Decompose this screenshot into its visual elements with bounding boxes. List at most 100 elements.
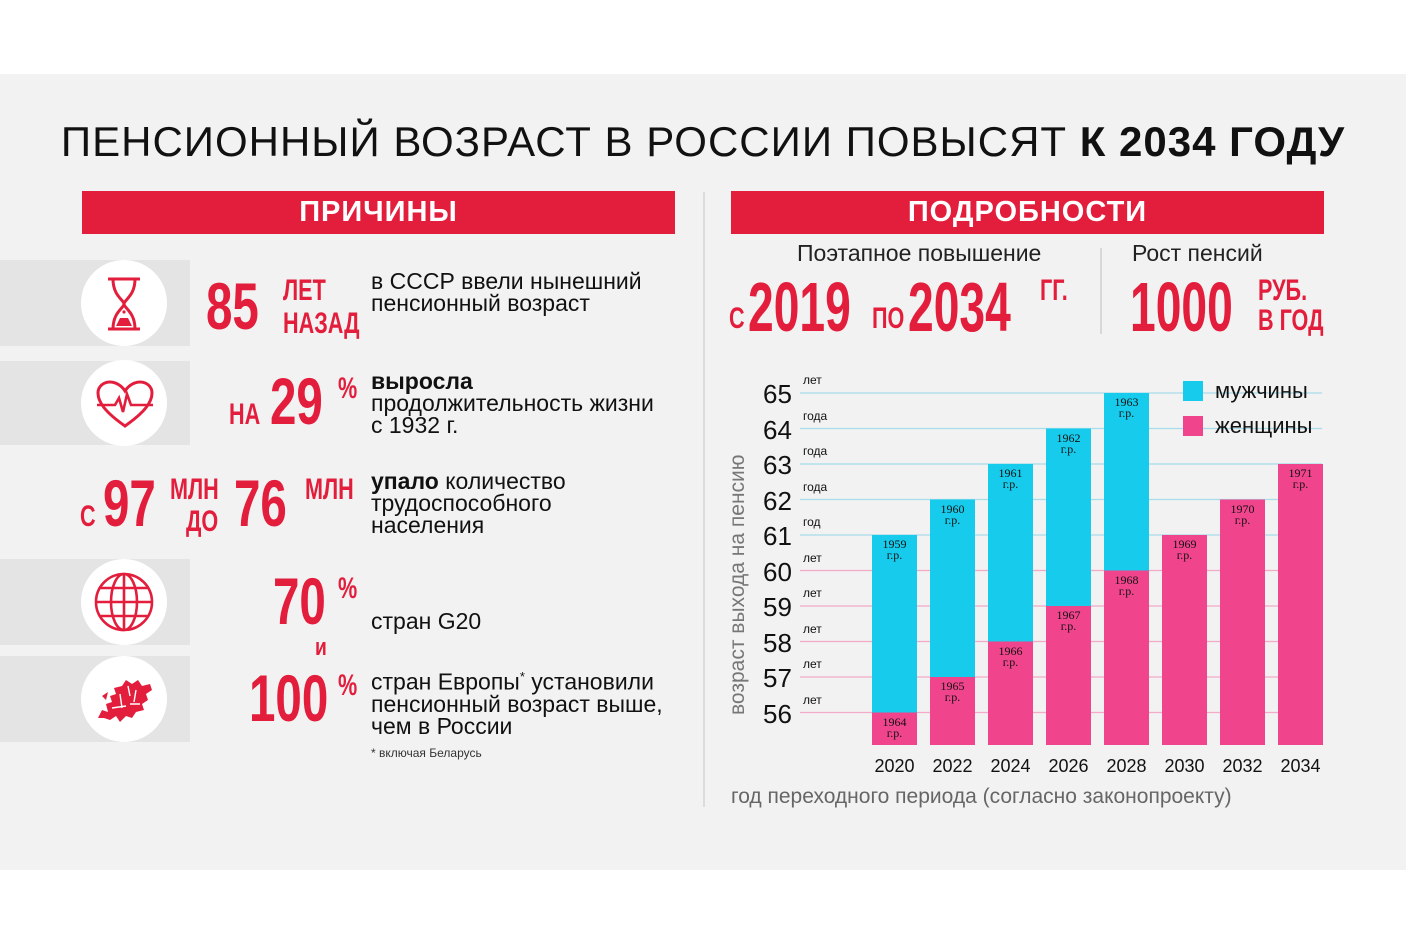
stage-from-year: 2019 bbox=[748, 268, 851, 346]
y-tick-label: 63 bbox=[763, 450, 792, 480]
reason-4-unit: % bbox=[338, 572, 358, 605]
y-tick-suffix: года bbox=[803, 408, 828, 423]
y-tick-suffix: год bbox=[803, 515, 821, 529]
reason-3-unit-top: МЛН bbox=[170, 473, 219, 506]
legend-women-swatch bbox=[1183, 416, 1203, 436]
bar-men-2020 bbox=[872, 535, 917, 713]
reason-5-number: 100 bbox=[249, 661, 329, 735]
reason-1-text: в СССР ввели нынешний пенсионный возраст bbox=[371, 268, 642, 316]
y-tick-suffix: лет bbox=[803, 373, 822, 387]
bar-women-2022 bbox=[930, 677, 975, 745]
x-tick-label: 2034 bbox=[1280, 756, 1321, 776]
pension-label: Рост пенсий bbox=[1132, 240, 1263, 266]
bar-women-label: 1971 г.р. bbox=[1288, 466, 1313, 491]
page-title: ПЕНСИОННЫЙ ВОЗРАСТ В РОССИИ ПОВЫСЯТ К 20… bbox=[60, 118, 1346, 165]
bar-women-label: 1968 г.р. bbox=[1114, 572, 1139, 598]
y-tick-suffix: лет bbox=[803, 586, 822, 600]
reason-3-prefix: С bbox=[80, 500, 96, 533]
y-tick-label: 64 bbox=[763, 414, 792, 445]
bar-women-2024 bbox=[988, 641, 1033, 745]
details-divider bbox=[1100, 248, 1102, 334]
bar-women-2020 bbox=[872, 712, 917, 745]
stage-suffix: ГГ. bbox=[1040, 274, 1068, 307]
y-tick-suffix: лет bbox=[803, 657, 822, 671]
bar-men-2028 bbox=[1104, 393, 1149, 571]
reason-5-unit: % bbox=[338, 669, 358, 702]
bar-men-2022 bbox=[930, 499, 975, 677]
reason-1-unit-top: ЛЕТ bbox=[283, 274, 326, 307]
bar-men-2026 bbox=[1046, 428, 1091, 606]
x-tick-label: 2022 bbox=[932, 756, 973, 776]
bar-men-label: 1959 г.р. bbox=[882, 537, 907, 562]
details-banner: ПОДРОБНОСТИ bbox=[731, 191, 1324, 234]
reason-2-number: 29 bbox=[270, 364, 323, 438]
reason-4-number: 70 bbox=[273, 564, 326, 638]
bar-men-label: 1960 г.р. bbox=[940, 501, 965, 527]
reason-2-prefix: НА bbox=[229, 398, 261, 431]
column-divider bbox=[703, 192, 705, 807]
reason-1-unit-bottom: НАЗАД bbox=[283, 307, 360, 340]
reason-3-number-from: 97 bbox=[103, 466, 156, 540]
bar-women-label: 1967 г.р. bbox=[1056, 608, 1081, 633]
stage-from-prefix: С bbox=[729, 302, 745, 335]
bar-men-2024 bbox=[988, 464, 1033, 642]
x-tick-label: 2028 bbox=[1106, 756, 1147, 776]
bar-men-label: 1961 г.р. bbox=[998, 466, 1023, 491]
pension-value: 1000 bbox=[1130, 268, 1233, 346]
y-tick-label: 62 bbox=[763, 485, 792, 516]
bar-women-label: 1969 г.р. bbox=[1172, 537, 1197, 562]
y-tick-label: 56 bbox=[763, 698, 792, 729]
bar-women-2030 bbox=[1162, 535, 1207, 745]
reason-2-unit: % bbox=[338, 372, 358, 405]
reasons-banner: ПРИЧИНЫ bbox=[82, 191, 675, 234]
y-tick-label: 60 bbox=[763, 556, 792, 587]
bar-women-2032 bbox=[1220, 499, 1265, 745]
bar-women-2026 bbox=[1046, 606, 1091, 745]
y-tick-label: 57 bbox=[763, 663, 792, 693]
pension-unit-bottom: В ГОД bbox=[1258, 304, 1324, 337]
bar-women-2028 bbox=[1104, 570, 1149, 745]
y-tick-label: 58 bbox=[763, 627, 792, 658]
globe-icon bbox=[94, 572, 154, 632]
reason-3-unit2: МЛН bbox=[305, 473, 354, 506]
y-tick-suffix: года bbox=[803, 479, 828, 494]
reason-1-number: 85 bbox=[206, 269, 259, 343]
y-tick-label: 59 bbox=[763, 592, 792, 622]
bar-women-2034 bbox=[1278, 464, 1323, 745]
y-tick-label: 65 bbox=[763, 379, 792, 409]
reason-5-connector: и bbox=[315, 634, 327, 661]
stage-label: Поэтапное повышение bbox=[797, 240, 1042, 266]
x-tick-label: 2032 bbox=[1222, 756, 1263, 776]
europe-map-icon bbox=[98, 680, 152, 722]
reason-4-text: стран G20 bbox=[371, 608, 482, 634]
x-tick-label: 2026 bbox=[1048, 756, 1089, 776]
x-tick-label: 2030 bbox=[1164, 756, 1205, 776]
heart-pulse-icon bbox=[96, 380, 154, 428]
y-tick-suffix: лет bbox=[803, 621, 822, 636]
stage-to-year: 2034 bbox=[908, 268, 1011, 346]
pension-unit-top: РУБ. bbox=[1258, 274, 1308, 307]
stage-to-prefix: ПО bbox=[872, 302, 905, 335]
bar-men-label: 1963 г.р. bbox=[1114, 395, 1139, 420]
reason-3-text: упало количество трудоспособного населен… bbox=[371, 468, 566, 538]
reason-5-text: стран Европы* установили пенсионный возр… bbox=[371, 668, 663, 739]
reason-3-number-to: 76 bbox=[234, 466, 287, 540]
bar-women-label: 1964 г.р. bbox=[882, 714, 907, 740]
bar-women-label: 1970 г.р. bbox=[1230, 501, 1255, 527]
chart-x-axis-title: год переходного периода (согласно законо… bbox=[731, 785, 1232, 808]
x-tick-label: 2024 bbox=[990, 756, 1031, 776]
reason-2-text: выросла продолжительность жизни с 1932 г. bbox=[371, 368, 654, 438]
y-tick-suffix: года bbox=[803, 444, 828, 458]
legend-women-label: женщины bbox=[1215, 413, 1313, 438]
legend-men-label: мужчины bbox=[1215, 378, 1308, 403]
footnote: * включая Беларусь bbox=[371, 746, 482, 760]
bar-women-label: 1965 г.р. bbox=[940, 679, 965, 704]
y-tick-suffix: лет bbox=[803, 550, 822, 565]
y-tick-suffix: лет bbox=[803, 692, 822, 707]
hourglass-icon bbox=[108, 277, 140, 331]
reason-3-unit-bottom: ДО bbox=[186, 505, 219, 538]
legend-men-swatch bbox=[1183, 381, 1203, 401]
bar-men-label: 1962 г.р. bbox=[1056, 430, 1081, 456]
bar-women-label: 1966 г.р. bbox=[998, 643, 1023, 669]
